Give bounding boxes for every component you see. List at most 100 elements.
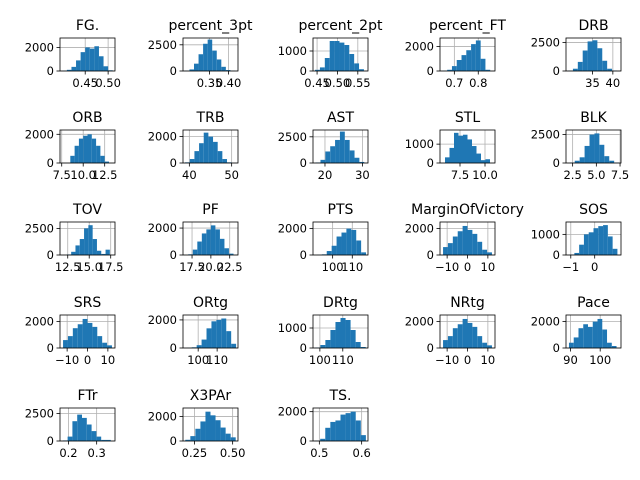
histogram-bar xyxy=(463,319,468,348)
histogram-bar xyxy=(599,145,604,163)
histogram-bar xyxy=(231,437,236,441)
histogram-bar xyxy=(346,229,351,255)
histogram-bar xyxy=(208,40,213,71)
histogram-nrtg: −10 0 1002000NRtg xyxy=(405,295,495,367)
histogram-bar xyxy=(594,133,599,163)
y-tick-label: 2000 xyxy=(278,222,307,236)
histogram-bar xyxy=(190,159,195,163)
histogram-bar xyxy=(477,242,482,255)
histogram-bar xyxy=(213,142,218,163)
histogram-bar xyxy=(445,157,450,163)
x-tick-label: 0 xyxy=(464,260,471,274)
y-tick-label: 2500 xyxy=(531,128,560,142)
histogram-percent-2pt: 0.450.500.55 0 1000 percent_2pt xyxy=(278,18,383,90)
histogram-bar xyxy=(94,46,99,71)
subplot-title: percent_3pt xyxy=(169,18,253,34)
subplot-title: FG. xyxy=(76,18,99,34)
histogram-bar xyxy=(195,429,200,441)
histogram-bar xyxy=(481,59,486,71)
histogram-bar xyxy=(590,135,595,163)
histogram-bar xyxy=(87,425,92,442)
histogram-bar xyxy=(79,139,83,163)
subplot-title: ORtg xyxy=(193,295,228,311)
histogram-bar xyxy=(81,52,86,71)
x-tick-label: 110 xyxy=(332,353,354,367)
histogram-bar xyxy=(224,248,229,255)
histogram-marginofvictory: −10 0 1002000MarginOfVictory xyxy=(405,202,524,274)
histogram-bar xyxy=(337,237,342,255)
x-tick-label: 0.55 xyxy=(345,76,371,90)
histogram-bar xyxy=(448,336,453,348)
x-tick-label: 40 xyxy=(182,168,197,182)
histogram-bar xyxy=(592,40,597,71)
histogram-ftr: 0.2 0.302500FTr xyxy=(25,388,115,460)
y-tick-label: 0 xyxy=(170,434,177,448)
histogram-bar xyxy=(202,233,207,255)
x-tick-label: 0.5 xyxy=(310,446,328,460)
subplot-title: percent_FT xyxy=(429,18,506,34)
histogram-bar xyxy=(231,344,236,348)
x-tick-label: 0 xyxy=(591,260,598,274)
y-tick-label: 1000 xyxy=(531,227,560,241)
histogram-bar xyxy=(477,336,482,348)
histogram-bar xyxy=(588,41,593,71)
histogram-bar xyxy=(355,158,360,163)
histogram-bar xyxy=(205,412,210,441)
x-tick-label: 10 xyxy=(481,353,496,367)
x-tick-label: 0.25 xyxy=(182,446,208,460)
histogram-bar xyxy=(458,324,463,348)
y-tick-label: 0 xyxy=(170,156,177,170)
histogram-bar xyxy=(78,324,83,348)
histogram-bar xyxy=(580,157,585,163)
histogram-bar xyxy=(212,51,217,71)
histogram-bar xyxy=(482,250,487,255)
histogram-bar xyxy=(99,56,104,71)
histogram-bar xyxy=(106,250,110,255)
x-tick-label: 100 xyxy=(309,353,331,367)
y-tick-label: 2500 xyxy=(531,36,560,50)
histogram-bar xyxy=(341,233,346,255)
histogram-bar xyxy=(468,323,473,348)
histogram-bar xyxy=(603,225,608,255)
subplot-title: Pace xyxy=(577,295,610,311)
x-tick-label: 50 xyxy=(224,168,239,182)
y-tick-label: 2000 xyxy=(25,315,54,329)
histogram-bar xyxy=(327,251,332,255)
x-tick-label: 20 xyxy=(318,168,333,182)
histogram-bar xyxy=(92,327,97,348)
subplot-title: TOV xyxy=(72,202,102,218)
histogram-bar xyxy=(466,50,471,71)
histogram-bar xyxy=(335,140,340,163)
x-tick-label: 17.5 xyxy=(98,260,124,274)
subplot-title: NRtg xyxy=(450,295,485,311)
x-tick-label: 30 xyxy=(355,168,370,182)
histogram-bar xyxy=(351,330,356,348)
histogram-bar xyxy=(330,146,335,163)
histogram-bar xyxy=(589,232,594,255)
histogram-bar xyxy=(356,342,361,348)
histogram-bar xyxy=(335,420,340,441)
histogram-bar xyxy=(71,252,75,255)
histogram-bar xyxy=(221,428,226,441)
histogram-pf: 17.520.022.502000PF xyxy=(148,202,243,274)
x-tick-label: 7.5 xyxy=(451,168,469,182)
histogram-bar xyxy=(100,156,104,163)
x-tick-label: 0.40 xyxy=(216,76,242,90)
histogram-bar xyxy=(443,247,448,255)
histogram-bar xyxy=(80,239,84,255)
y-tick-label: 2500 xyxy=(25,407,54,421)
histogram-bar xyxy=(88,323,93,348)
y-tick-label: 2000 xyxy=(148,410,177,424)
histogram-bar xyxy=(70,156,74,163)
histogram-bar xyxy=(361,435,366,441)
histogram-bar xyxy=(93,239,97,255)
y-tick-label: 0 xyxy=(300,64,307,78)
x-tick-label: 10 xyxy=(481,260,496,274)
histogram-bar xyxy=(220,239,225,255)
x-tick-label: 110 xyxy=(206,353,228,367)
y-tick-label: 0 xyxy=(553,341,560,355)
histogram-bar xyxy=(320,160,325,163)
x-tick-label: −10 xyxy=(55,353,79,367)
y-tick-label: 2000 xyxy=(148,313,177,327)
